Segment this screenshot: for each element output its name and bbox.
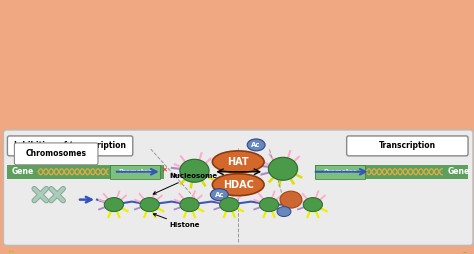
Ellipse shape: [247, 139, 265, 151]
FancyBboxPatch shape: [110, 165, 160, 179]
Text: Inhibition of transcription: Inhibition of transcription: [14, 141, 126, 150]
Ellipse shape: [180, 159, 209, 182]
Text: Chromosomes: Chromosomes: [26, 149, 87, 158]
FancyBboxPatch shape: [315, 165, 468, 179]
FancyBboxPatch shape: [3, 130, 473, 245]
Ellipse shape: [280, 191, 302, 208]
PathPatch shape: [11, 253, 465, 254]
Ellipse shape: [180, 198, 199, 212]
FancyBboxPatch shape: [346, 136, 468, 156]
Ellipse shape: [210, 189, 228, 201]
Text: HAT: HAT: [228, 157, 249, 167]
Text: Nucleosome: Nucleosome: [153, 173, 218, 194]
Text: Gene: Gene: [448, 167, 470, 176]
FancyBboxPatch shape: [315, 165, 365, 179]
Text: Gene: Gene: [11, 167, 34, 176]
Ellipse shape: [219, 198, 239, 212]
Ellipse shape: [259, 198, 279, 212]
Ellipse shape: [268, 157, 298, 180]
Ellipse shape: [277, 207, 291, 216]
Text: Promoter: Promoter: [118, 169, 151, 174]
Ellipse shape: [104, 198, 124, 212]
Text: Promoter: Promoter: [323, 169, 356, 174]
Text: Transcription: Transcription: [379, 141, 436, 150]
Text: Ac: Ac: [251, 142, 261, 148]
Text: HDAC: HDAC: [223, 180, 254, 190]
Text: ✕: ✕: [161, 168, 166, 174]
FancyBboxPatch shape: [8, 136, 133, 156]
Ellipse shape: [303, 198, 322, 212]
Text: Histone: Histone: [153, 214, 200, 229]
Ellipse shape: [140, 198, 159, 212]
FancyBboxPatch shape: [14, 143, 98, 165]
Text: Ac: Ac: [215, 192, 224, 198]
Ellipse shape: [212, 174, 264, 196]
FancyBboxPatch shape: [8, 165, 164, 179]
Ellipse shape: [212, 151, 264, 173]
